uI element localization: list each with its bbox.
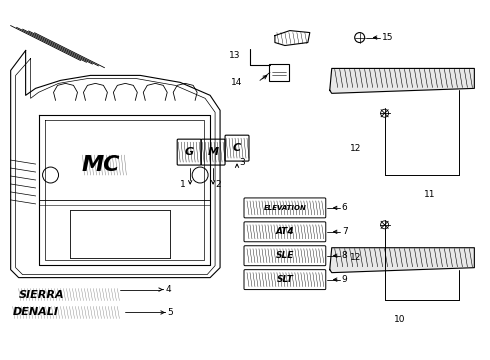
Text: G: G xyxy=(185,147,194,157)
Text: 3: 3 xyxy=(239,158,245,167)
Text: SIERRA: SIERRA xyxy=(19,289,64,300)
Text: 12: 12 xyxy=(350,253,361,262)
Text: AT4: AT4 xyxy=(276,227,294,236)
Text: MC: MC xyxy=(81,155,120,175)
Text: 4: 4 xyxy=(165,285,171,294)
Text: 6: 6 xyxy=(342,203,347,212)
Text: DENALI: DENALI xyxy=(13,307,59,318)
Text: SLT: SLT xyxy=(276,275,294,284)
Polygon shape xyxy=(330,68,474,93)
Polygon shape xyxy=(330,248,474,273)
Text: 1: 1 xyxy=(180,180,186,189)
Text: 14: 14 xyxy=(231,78,242,87)
Text: 12: 12 xyxy=(350,144,361,153)
Text: 7: 7 xyxy=(342,227,347,236)
Text: ELEVATION: ELEVATION xyxy=(264,205,306,211)
Text: C: C xyxy=(233,143,241,153)
Text: M: M xyxy=(208,147,219,157)
Text: SLE: SLE xyxy=(276,251,294,260)
Text: 5: 5 xyxy=(167,308,173,317)
Text: 11: 11 xyxy=(424,190,435,199)
Text: 8: 8 xyxy=(342,251,347,260)
Text: 2: 2 xyxy=(215,180,221,189)
Text: 9: 9 xyxy=(342,275,347,284)
Text: 15: 15 xyxy=(382,33,393,42)
Text: 13: 13 xyxy=(228,51,240,60)
Text: 10: 10 xyxy=(394,315,405,324)
